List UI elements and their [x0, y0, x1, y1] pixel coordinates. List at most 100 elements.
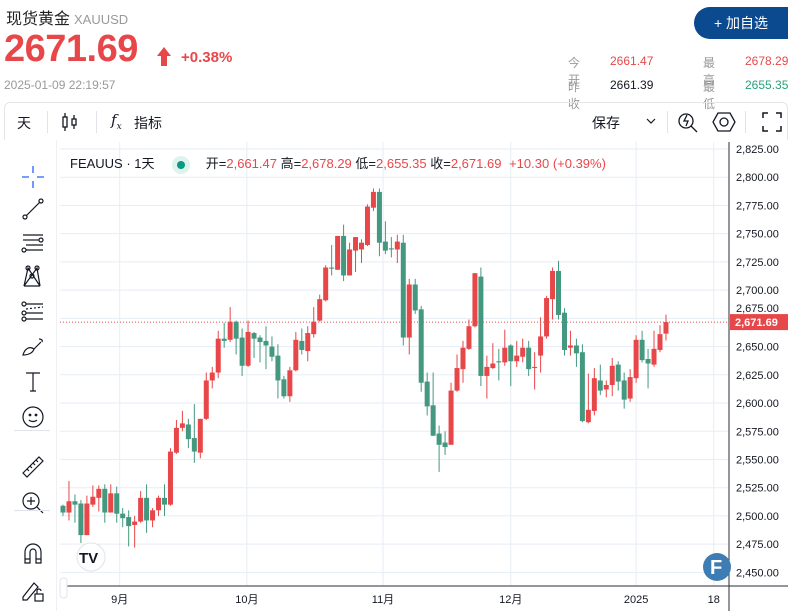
interval-button[interactable]: 天 [17, 115, 31, 131]
candle-body [317, 299, 323, 321]
trend-line-icon[interactable] [20, 196, 46, 222]
legend-open-label: 开= [205, 156, 227, 171]
candle-body [263, 340, 269, 346]
candle-body [347, 249, 353, 276]
candle-body [78, 503, 84, 536]
candle-body [245, 331, 251, 366]
candle-body [627, 377, 633, 399]
divider [14, 510, 50, 511]
pattern-icon[interactable] [20, 264, 46, 290]
candle-body [466, 326, 472, 349]
candle-body [191, 438, 197, 452]
parallel-lines-icon[interactable] [20, 230, 46, 256]
candle-body [556, 270, 562, 315]
candle-body [329, 267, 335, 269]
last-price-badge [730, 314, 788, 331]
collapse-handle [59, 577, 68, 599]
candle-body [161, 497, 167, 505]
save-button[interactable]: 保存 [592, 115, 620, 131]
candle-body [251, 333, 257, 339]
indicators-button[interactable]: 指标 [134, 115, 162, 131]
candle-body [382, 241, 388, 251]
candle-body [639, 339, 645, 361]
candle-body [257, 337, 263, 343]
y-tick-label: 2,650.00 [736, 342, 779, 354]
candle-body [96, 488, 102, 498]
candle-body [460, 347, 466, 370]
legend-high-label: 高= [280, 156, 302, 171]
stat-value: 2678.29 [745, 54, 788, 68]
current-price: 2671.69 [4, 28, 138, 70]
candle-body [197, 418, 203, 453]
legend-low-label: 低= [355, 156, 377, 171]
candle-body [209, 372, 215, 381]
divider [96, 111, 97, 133]
crosshair-icon[interactable] [20, 164, 46, 190]
drawing-toolbar [4, 140, 57, 611]
candle-body [663, 322, 669, 334]
candle-body [603, 384, 609, 390]
emoji-icon[interactable] [20, 404, 46, 430]
candle-body [90, 496, 96, 505]
candle-body [275, 355, 281, 381]
fib-icon[interactable] [20, 299, 46, 325]
candle-body [609, 365, 615, 385]
candle-body [579, 352, 585, 422]
brush-icon[interactable] [20, 334, 46, 360]
candle-body [645, 358, 651, 364]
y-tick-label: 2,700.00 [736, 285, 779, 297]
candle-body [597, 380, 603, 391]
candle-body [412, 284, 418, 311]
candle-body [173, 427, 179, 453]
candle-body [526, 347, 532, 370]
fullscreen-icon[interactable] [762, 112, 782, 132]
fx-icon[interactable]: fx [111, 111, 122, 132]
candle-body [538, 336, 544, 356]
candle-body [144, 497, 150, 521]
instrument-symbol: XAUUSD [74, 12, 129, 27]
sinosound-logo [703, 553, 731, 581]
add-to-watchlist-button[interactable]: + 加自选 [694, 7, 788, 39]
up-arrow-icon [157, 47, 171, 66]
legend-low: 2,655.35 [376, 156, 427, 171]
candle-body [72, 501, 78, 505]
magnet-icon[interactable] [20, 540, 46, 566]
candle-body [323, 267, 329, 301]
x-tick-label: 12月 [499, 594, 522, 606]
legend-change: +10.30 (+0.39%) [509, 156, 606, 171]
y-tick-label: 2,825.00 [736, 144, 779, 156]
candle-body [179, 423, 185, 428]
settings-hexagon-icon[interactable] [712, 111, 736, 133]
candle-body [84, 503, 90, 536]
stat-value: 2655.35 [745, 78, 788, 92]
candle-body [269, 346, 275, 357]
y-tick-label: 2,625.00 [736, 370, 779, 382]
candle-body [585, 409, 591, 423]
candle-body [376, 191, 382, 243]
candlestick-icon[interactable] [61, 112, 79, 132]
candle-body [281, 379, 287, 397]
chevron-down-icon[interactable] [646, 117, 656, 125]
candle-body [496, 361, 502, 363]
candle-body [651, 348, 657, 365]
candle-body [299, 340, 305, 350]
ruler-icon[interactable] [20, 454, 46, 480]
candle-body [370, 191, 376, 208]
sinosound-logo-letter: F [710, 557, 722, 579]
candle-body [221, 338, 227, 341]
stat-value: 2661.47 [610, 54, 654, 68]
candle-body [621, 380, 627, 400]
candle-body [573, 345, 579, 354]
candle-body [341, 235, 347, 276]
quick-search-icon[interactable] [677, 111, 699, 133]
candle-body [353, 237, 359, 251]
candle-body [418, 309, 424, 383]
lock-drawing-icon[interactable] [20, 578, 46, 604]
stat-label: 最高 [703, 56, 716, 87]
y-tick-label: 2,725.00 [736, 257, 779, 269]
text-icon[interactable] [20, 369, 46, 395]
candle-body [66, 501, 72, 513]
x-tick-label: 10月 [235, 594, 258, 606]
timestamp: 2025-01-09 22:19:57 [4, 78, 116, 92]
